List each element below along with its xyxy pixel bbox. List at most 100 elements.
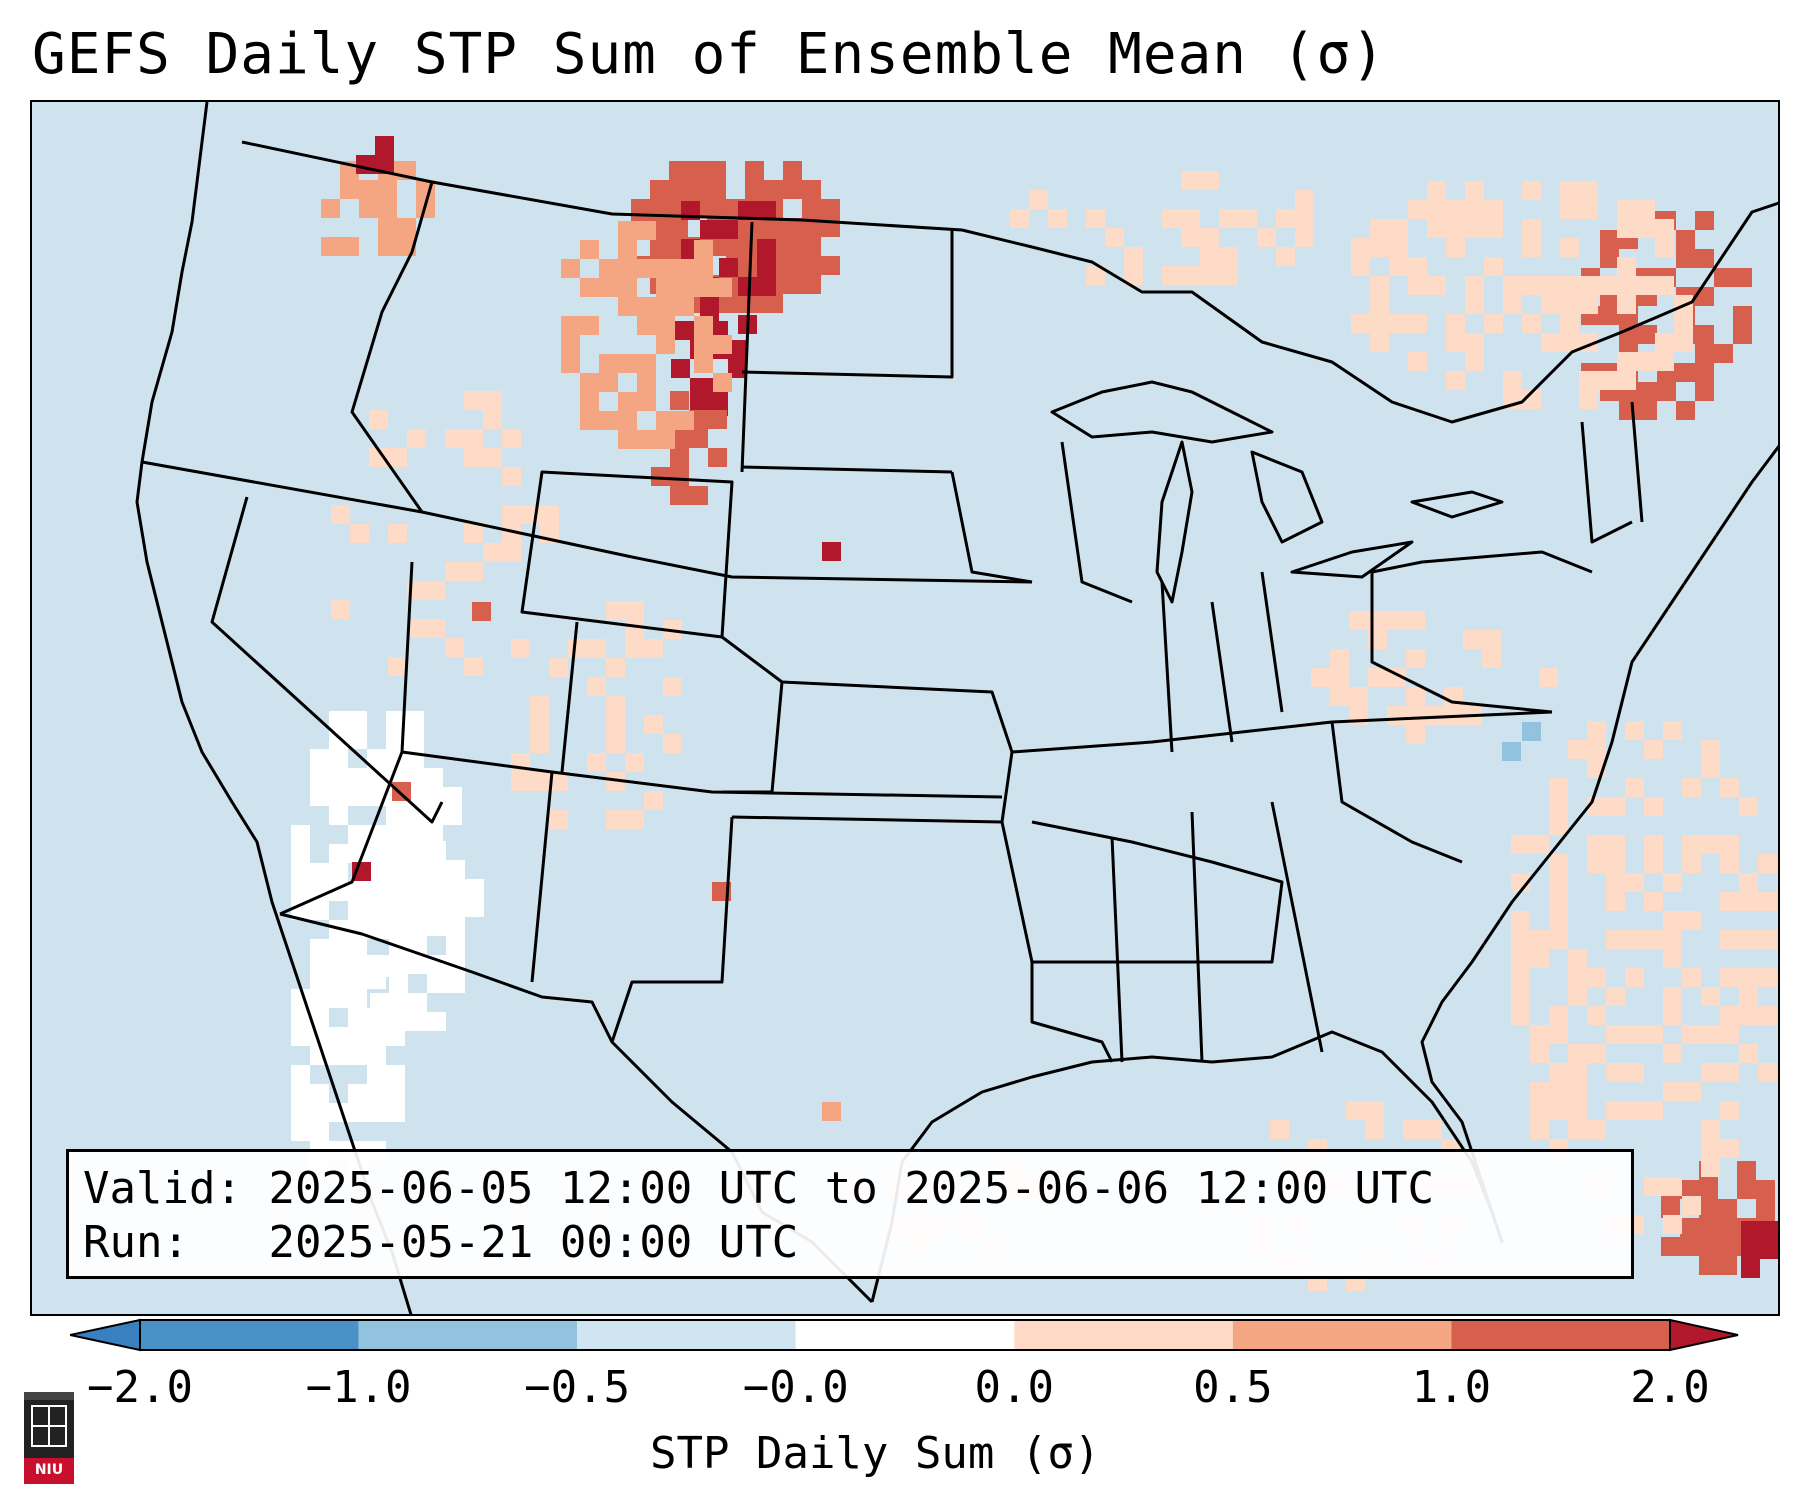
colorbar-extend-low xyxy=(70,1318,141,1352)
field-cell xyxy=(1741,1259,1760,1278)
field-cell xyxy=(587,639,606,658)
field-cell xyxy=(1311,668,1330,687)
field-cell xyxy=(625,620,644,639)
field-cell xyxy=(1741,1221,1760,1240)
field-cell xyxy=(1701,1139,1720,1158)
field-cell xyxy=(1530,835,1549,854)
state-line xyxy=(610,816,734,1043)
field-cell xyxy=(291,1065,310,1084)
field-cell xyxy=(713,335,732,354)
field-cell xyxy=(1181,228,1200,247)
field-cell xyxy=(689,429,708,448)
field-cell xyxy=(618,278,637,297)
field-cell xyxy=(1541,295,1560,314)
canada-border-east xyxy=(961,201,1778,424)
field-cell xyxy=(1257,228,1276,247)
field-cell xyxy=(291,825,310,844)
field-cell xyxy=(1446,200,1465,219)
field-cell xyxy=(1606,873,1625,892)
field-cell xyxy=(1530,1025,1549,1044)
field-cell xyxy=(388,657,407,676)
field-cell xyxy=(1549,892,1568,911)
field-cell xyxy=(1644,854,1663,873)
field-cell xyxy=(822,1102,841,1121)
field-cell xyxy=(446,860,465,879)
field-cell xyxy=(1758,968,1777,987)
field-cell xyxy=(389,898,408,917)
field-cell xyxy=(1530,1120,1549,1139)
field-cell xyxy=(1606,1063,1625,1082)
field-cell xyxy=(1606,797,1625,816)
field-cell xyxy=(1680,1180,1699,1199)
field-cell xyxy=(671,321,690,340)
field-cell xyxy=(1568,987,1587,1006)
field-cell xyxy=(707,161,726,180)
lake-michigan xyxy=(1155,440,1194,604)
field-cell xyxy=(1701,1063,1720,1082)
field-cell xyxy=(370,879,389,898)
field-cell xyxy=(1587,854,1606,873)
field-cell xyxy=(389,860,408,879)
field-cell xyxy=(446,917,465,936)
field-cell xyxy=(340,237,359,256)
field-cell xyxy=(427,879,446,898)
field-cell xyxy=(694,316,713,335)
field-cell xyxy=(351,879,370,898)
field-cell xyxy=(367,1103,386,1122)
field-cell xyxy=(1619,401,1638,420)
field-cell xyxy=(606,810,625,829)
field-cell xyxy=(625,639,644,658)
field-cell xyxy=(1446,238,1465,257)
field-cell xyxy=(1701,759,1720,778)
field-cell xyxy=(1522,314,1541,333)
field-cell xyxy=(1739,797,1758,816)
field-cell xyxy=(1368,668,1387,687)
field-cell xyxy=(1484,200,1503,219)
state-line xyxy=(560,621,579,773)
run-label: Run: xyxy=(83,1217,189,1268)
field-cell xyxy=(1636,352,1655,371)
field-cell xyxy=(1549,930,1568,949)
field-cell xyxy=(688,180,707,199)
field-cell xyxy=(1370,314,1389,333)
field-cell xyxy=(1530,1044,1549,1063)
field-cell xyxy=(370,898,389,917)
field-cell xyxy=(1579,295,1598,314)
field-cell xyxy=(1718,1218,1737,1237)
field-cell xyxy=(445,562,464,581)
field-cell xyxy=(1638,401,1657,420)
field-cell xyxy=(389,917,408,936)
field-cell xyxy=(464,562,483,581)
field-cell xyxy=(713,373,732,392)
field-cell xyxy=(424,825,443,844)
field-cell xyxy=(359,199,378,218)
field-cell xyxy=(1463,630,1482,649)
colorbar-tick-label: −2.0 xyxy=(87,1362,193,1413)
field-cell xyxy=(656,316,675,335)
field-cell xyxy=(405,730,424,749)
field-cell xyxy=(1701,1025,1720,1044)
colorbar-bin xyxy=(1014,1320,1233,1350)
field-cell xyxy=(700,220,719,239)
field-cell xyxy=(1389,238,1408,257)
field-cell xyxy=(378,237,397,256)
field-cell xyxy=(669,161,688,180)
field-cell xyxy=(1029,190,1048,209)
field-cell xyxy=(329,844,348,863)
field-cell xyxy=(1695,249,1714,268)
field-cell xyxy=(1663,1215,1682,1234)
field-cell xyxy=(1695,363,1714,382)
field-cell xyxy=(821,256,840,275)
state-line xyxy=(530,771,554,983)
field-cell xyxy=(694,354,713,373)
field-cell xyxy=(408,993,427,1012)
field-cell xyxy=(1625,1101,1644,1120)
field-cell xyxy=(351,898,370,917)
field-cell xyxy=(625,810,644,829)
field-cell xyxy=(670,391,689,410)
field-cell xyxy=(1408,257,1427,276)
field-cell xyxy=(650,199,669,218)
field-cell xyxy=(1680,1218,1699,1237)
field-cell xyxy=(1295,190,1314,209)
field-cell xyxy=(1086,209,1105,228)
